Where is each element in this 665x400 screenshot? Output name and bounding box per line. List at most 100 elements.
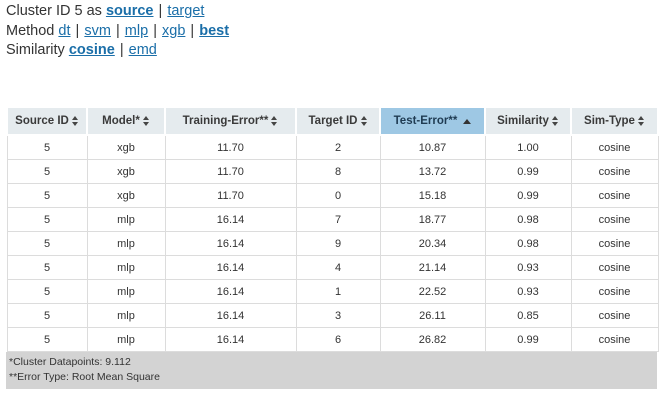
table-cell: mlp: [86, 327, 165, 352]
column-header-label: Source ID: [15, 115, 69, 127]
separator: |: [190, 22, 195, 39]
table-cell: 16.14: [164, 231, 296, 256]
column-header-content: Similarity: [497, 115, 559, 127]
column-header-5[interactable]: Similarity: [484, 108, 572, 136]
table-cell: 16.14: [164, 327, 296, 352]
sort-both-icon: [551, 116, 559, 126]
similarity-link-1[interactable]: emd: [128, 42, 157, 58]
similarity-option-prefix: Similarity: [6, 42, 65, 58]
table-cell: 2: [295, 134, 380, 160]
source-link[interactable]: source: [105, 3, 154, 19]
table-cell: 5: [6, 183, 87, 208]
table-cell: 5: [6, 134, 87, 160]
table-cell: 5: [6, 279, 87, 304]
table-cell: cosine: [570, 279, 659, 304]
method-link-2[interactable]: mlp: [124, 22, 149, 39]
table-cell: 0.98: [484, 207, 571, 232]
table-cell: xgb: [86, 134, 165, 160]
table-row: 5 xgb 11.70 2 10.87 1.00 cosine: [6, 134, 659, 160]
table-row: 5 mlp 16.14 7 18.77 0.98 cosine: [6, 207, 659, 232]
method-link-4[interactable]: best: [199, 22, 230, 39]
column-header-4[interactable]: Test-Error**: [379, 108, 486, 136]
similarity-link-0[interactable]: cosine: [68, 42, 115, 58]
table-cell: 1: [295, 279, 380, 304]
table-cell: 0: [295, 183, 380, 208]
method-link-0[interactable]: dt: [58, 22, 71, 39]
column-header-label: Training-Error**: [182, 115, 269, 127]
column-header-0[interactable]: Source ID: [6, 108, 88, 136]
table-cell: 5: [6, 327, 87, 352]
separator: |: [158, 3, 163, 19]
table-cell: 16.14: [164, 303, 296, 328]
table-cell: 0.85: [484, 303, 571, 328]
table-cell: 0.99: [484, 327, 571, 352]
table-cell: xgb: [86, 159, 165, 184]
table-header-row: Source ID Model* Training-Error** Target ID…: [6, 108, 659, 136]
column-header-label: Sim-Type: [584, 115, 635, 127]
table-cell: xgb: [86, 183, 165, 208]
table-cell: cosine: [570, 183, 659, 208]
table-row: 5 mlp 16.14 3 26.11 0.85 cosine: [6, 303, 659, 328]
table-cell: 16.14: [164, 207, 296, 232]
method-link-1[interactable]: svm: [84, 22, 111, 39]
table-cell: cosine: [570, 134, 659, 160]
table-cell: cosine: [570, 303, 659, 328]
table-cell: 0.99: [484, 183, 571, 208]
sort-both-icon: [71, 116, 79, 126]
column-header-label: Similarity: [497, 115, 549, 127]
table-cell: cosine: [570, 255, 659, 280]
method-link-3[interactable]: xgb: [162, 22, 186, 39]
table-cell: 1.00: [484, 134, 571, 160]
table-cell: 5: [6, 207, 87, 232]
sort-ascending-icon: [463, 118, 472, 124]
column-header-2[interactable]: Training-Error**: [164, 108, 297, 136]
sort-both-icon: [142, 116, 150, 126]
table-cell: 7: [295, 207, 380, 232]
table-cell: mlp: [86, 207, 165, 232]
table-cell: 6: [295, 327, 380, 352]
method-option-row: Method dt | svm | mlp | xgb | best: [6, 22, 229, 42]
column-header-1[interactable]: Model*: [86, 108, 166, 136]
table-cell: cosine: [570, 159, 659, 184]
separator: |: [115, 22, 120, 39]
table-cell: 5: [6, 255, 87, 280]
table-cell: 15.18: [379, 183, 485, 208]
column-header-6[interactable]: Sim-Type: [570, 108, 659, 136]
table-cell: 0.98: [484, 231, 571, 256]
results-table: Source ID Model* Training-Error** Target ID…: [6, 108, 659, 352]
table-cell: mlp: [86, 303, 165, 328]
table-body: 5 xgb 11.70 2 10.87 1.00 cosine 5 xgb 11.70 8 13.72…: [6, 134, 659, 352]
table-row: 5 mlp 16.14 4 21.14 0.93 cosine: [6, 255, 659, 280]
target-link[interactable]: target: [167, 3, 205, 19]
table-cell: 5: [6, 303, 87, 328]
table-cell: 10.87: [379, 134, 485, 160]
table-cell: 13.72: [379, 159, 485, 184]
options-panel: Cluster ID 5 as source | target Method d…: [6, 2, 229, 61]
table-row: 5 xgb 11.70 8 13.72 0.99 cosine: [6, 159, 659, 184]
table-cell: mlp: [86, 255, 165, 280]
cluster-option-row: Cluster ID 5 as source | target: [6, 2, 229, 22]
column-header-content: Source ID: [15, 115, 79, 127]
column-header-3[interactable]: Target ID: [295, 108, 381, 136]
table-cell: 3: [295, 303, 380, 328]
footnote-error-type: **Error Type: Root Mean Square: [9, 371, 160, 383]
table-row: 5 mlp 16.14 6 26.82 0.99 cosine: [6, 327, 659, 352]
column-header-content: Training-Error**: [183, 115, 279, 127]
footnote-cluster-datapoints: *Cluster Datapoints: 9.112: [9, 356, 131, 368]
method-option-prefix: Method: [6, 22, 55, 39]
cluster-option-prefix: Cluster ID 5 as: [6, 3, 102, 19]
column-header-content: Model*: [102, 115, 150, 127]
table-cell: 0.93: [484, 255, 571, 280]
column-header-content: Test-Error**: [394, 115, 472, 127]
table-cell: 11.70: [164, 159, 296, 184]
table-cell: 21.14: [379, 255, 485, 280]
separator: |: [75, 22, 80, 39]
table-cell: 9: [295, 231, 380, 256]
table-cell: 16.14: [164, 255, 296, 280]
table-cell: 18.77: [379, 207, 485, 232]
table-cell: 22.52: [379, 279, 485, 304]
table-cell: 26.82: [379, 327, 485, 352]
table-cell: 26.11: [379, 303, 485, 328]
column-header-label: Target ID: [308, 115, 358, 127]
column-header-content: Target ID: [309, 115, 368, 127]
